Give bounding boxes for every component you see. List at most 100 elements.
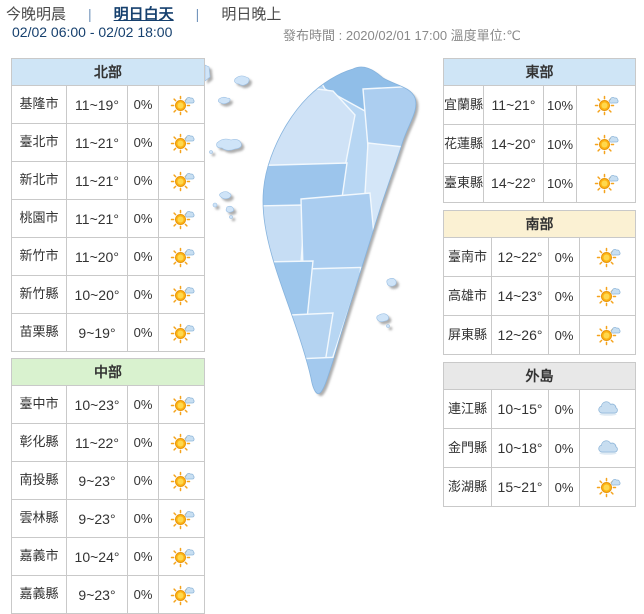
rain-probability: 0% [127, 461, 159, 500]
region-header: 外島 [443, 362, 636, 390]
sun-cloud-icon [158, 199, 205, 238]
temperature-range: 12~22° [491, 237, 549, 277]
weather-row: 桃園市 11~21° 0% [11, 199, 205, 238]
city-name: 臺東縣 [443, 163, 484, 203]
penghu-islet [229, 215, 233, 219]
tab-divider: | [88, 5, 92, 22]
temperature-range: 11~21° [66, 123, 128, 162]
rain-probability: 0% [548, 276, 580, 316]
sun-cloud-icon [158, 275, 205, 314]
matsu-island-north [234, 75, 250, 86]
cloud-icon [579, 389, 636, 429]
weather-row: 澎湖縣 15~21° 0% [443, 467, 636, 507]
rain-probability: 0% [127, 161, 159, 200]
temperature-range: 11~21° [483, 85, 544, 125]
region-header: 中部 [11, 358, 205, 386]
city-name: 嘉義市 [11, 537, 67, 576]
temperature-range: 15~21° [491, 467, 549, 507]
cloud-icon [579, 428, 636, 468]
sun-cloud-icon [576, 163, 636, 203]
region-header: 南部 [443, 210, 636, 238]
sun-cloud-icon [579, 467, 636, 507]
city-name: 桃園市 [11, 199, 67, 238]
sun-cloud-icon [158, 499, 205, 538]
rain-probability: 0% [127, 85, 159, 124]
region-header: 東部 [443, 58, 636, 86]
rain-probability: 0% [548, 389, 580, 429]
forecast-period-tabs: 今晚明晨 | 明日白天 | 明日晚上 [6, 3, 281, 24]
rain-probability: 10% [543, 124, 577, 164]
temperature-range: 11~21° [66, 161, 128, 200]
temperature-range: 9~19° [66, 313, 128, 352]
tab-tomorrow-night[interactable]: 明日晚上 [221, 6, 282, 23]
sun-cloud-icon [158, 237, 205, 276]
orchid-islet [386, 324, 390, 328]
sun-cloud-icon [158, 423, 205, 462]
left-region-column: 北部 基隆市 11~19° 0% 臺北市 11~21° 0% 新北市 11~21° 0% 桃園市 1… [11, 58, 205, 614]
weather-row: 臺中市 10~23° 0% [11, 385, 205, 424]
temperature-range: 9~23° [66, 575, 128, 614]
sun-cloud-icon [158, 85, 205, 124]
weather-row: 嘉義市 10~24° 0% [11, 537, 205, 576]
rain-probability: 0% [548, 237, 580, 277]
rain-probability: 10% [543, 163, 577, 203]
temperature-range: 10~23° [66, 385, 128, 424]
region-table-south: 南部 臺南市 12~22° 0% 高雄市 14~23° 0% 屏東縣 12~26° 0% [443, 210, 636, 355]
forecast-time-range: 02/02 06:00 - 02/02 18:00 [12, 24, 173, 40]
region-table-islands: 外島 連江縣 10~15° 0% 金門縣 10~18° 0% 澎湖縣 15~21° 0% [443, 362, 636, 507]
sun-cloud-icon [158, 385, 205, 424]
temperature-range: 14~23° [491, 276, 549, 316]
city-name: 高雄市 [443, 276, 492, 316]
city-name: 基隆市 [11, 85, 67, 124]
publish-time-and-unit: 發布時間 : 2020/02/01 17:00 溫度單位:℃ [283, 28, 521, 43]
weather-row: 金門縣 10~18° 0% [443, 428, 636, 468]
weather-row: 新竹縣 10~20° 0% [11, 275, 205, 314]
tab-divider: | [195, 5, 200, 22]
temperature-range: 10~15° [491, 389, 549, 429]
temperature-range: 14~22° [483, 163, 544, 203]
taiwan-weather-map [205, 55, 440, 400]
weather-row: 花蓮縣 14~20° 10% [443, 124, 636, 164]
weather-row: 臺南市 12~22° 0% [443, 237, 636, 277]
temperature-range: 11~22° [66, 423, 128, 462]
sun-cloud-icon [158, 575, 205, 614]
rain-probability: 10% [543, 85, 577, 125]
city-name: 澎湖縣 [443, 467, 492, 507]
city-name: 金門縣 [443, 428, 492, 468]
region-header: 北部 [11, 58, 205, 86]
city-name: 屏東縣 [443, 315, 492, 355]
temperature-range: 9~23° [66, 461, 128, 500]
rain-probability: 0% [127, 385, 159, 424]
weather-row: 嘉義縣 9~23° 0% [11, 575, 205, 614]
tab-tonight-tomorrow-morning[interactable]: 今晚明晨 [6, 6, 67, 23]
temperature-range: 10~20° [66, 275, 128, 314]
city-name: 宜蘭縣 [443, 85, 484, 125]
city-name: 臺北市 [11, 123, 67, 162]
region-table-central: 中部 臺中市 10~23° 0% 彰化縣 11~22° 0% 南投縣 9~23° 0% 雲林縣 9~… [11, 358, 205, 614]
weather-row: 雲林縣 9~23° 0% [11, 499, 205, 538]
temperature-range: 12~26° [491, 315, 549, 355]
weather-row: 南投縣 9~23° 0% [11, 461, 205, 500]
taiwan-map-graphic [205, 64, 417, 395]
weather-row: 新竹市 11~20° 0% [11, 237, 205, 276]
city-name: 南投縣 [11, 461, 67, 500]
penghu-island-3 [225, 205, 234, 213]
region-table-north: 北部 基隆市 11~19° 0% 臺北市 11~21° 0% 新北市 11~21° 0% 桃園市 1… [11, 58, 205, 352]
green-island [386, 278, 397, 287]
city-name: 苗栗縣 [11, 313, 67, 352]
temperature-range: 11~21° [66, 199, 128, 238]
sun-cloud-icon [579, 315, 636, 355]
temperature-range: 10~24° [66, 537, 128, 576]
penghu-island-1 [219, 191, 232, 200]
rain-probability: 0% [127, 237, 159, 276]
rain-probability: 0% [548, 428, 580, 468]
sun-cloud-icon [579, 276, 636, 316]
rain-probability: 0% [127, 499, 159, 538]
rain-probability: 0% [127, 313, 159, 352]
city-name: 雲林縣 [11, 499, 67, 538]
tab-tomorrow-daytime[interactable]: 明日白天 [113, 6, 174, 23]
sun-cloud-icon [579, 237, 636, 277]
sun-cloud-icon [158, 537, 205, 576]
temperature-range: 10~18° [491, 428, 549, 468]
city-name: 臺中市 [11, 385, 67, 424]
